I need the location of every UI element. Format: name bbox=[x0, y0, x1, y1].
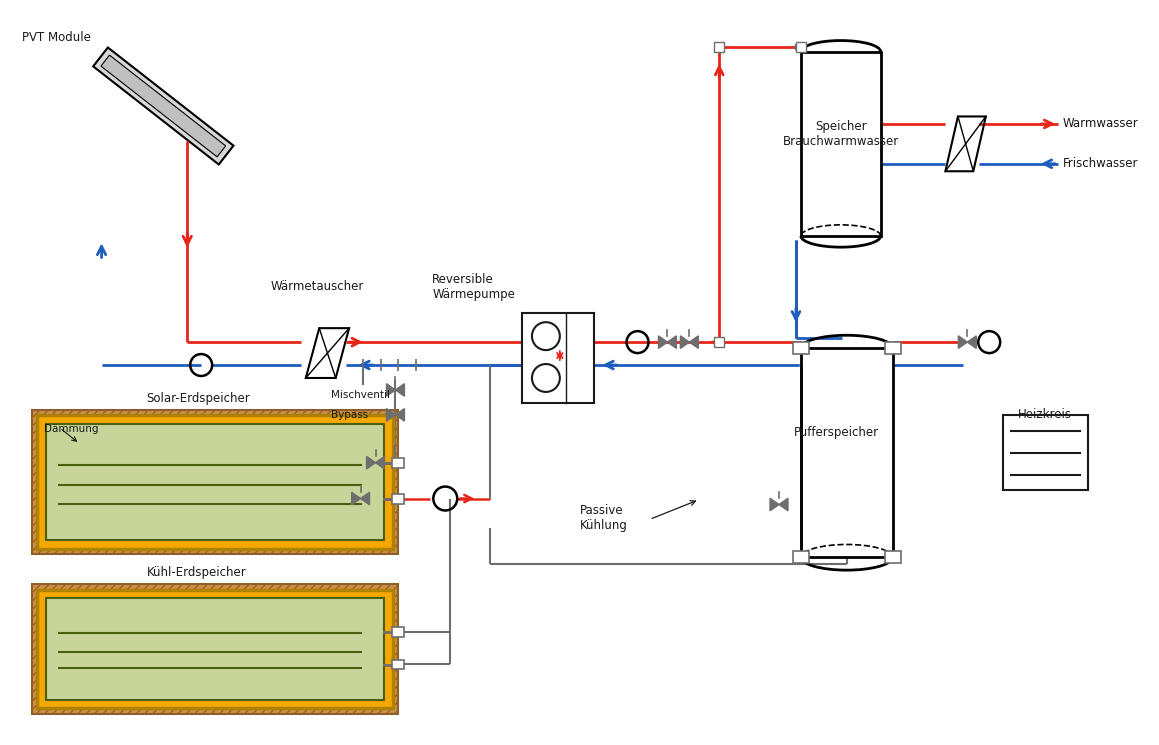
Polygon shape bbox=[680, 336, 690, 349]
Bar bbox=[801, 348, 892, 557]
Polygon shape bbox=[395, 408, 404, 421]
Bar bbox=[714, 42, 724, 52]
Text: Speicher
Brauchwarmwasser: Speicher Brauchwarmwasser bbox=[782, 120, 899, 148]
Polygon shape bbox=[395, 384, 404, 396]
Polygon shape bbox=[668, 336, 677, 349]
Text: Wärmetauscher: Wärmetauscher bbox=[271, 280, 364, 294]
Polygon shape bbox=[690, 336, 699, 349]
Bar bbox=[884, 551, 901, 563]
Polygon shape bbox=[958, 336, 968, 349]
Text: Kühl-Erdspeicher: Kühl-Erdspeicher bbox=[146, 566, 246, 580]
Text: PVT Module: PVT Module bbox=[22, 31, 90, 44]
Bar bbox=[522, 313, 593, 403]
Bar bbox=[37, 590, 393, 708]
Bar bbox=[1004, 415, 1088, 489]
Bar bbox=[796, 42, 806, 52]
Bar bbox=[31, 410, 399, 554]
Bar bbox=[45, 424, 385, 540]
Circle shape bbox=[532, 322, 560, 350]
Bar bbox=[393, 659, 404, 670]
Bar bbox=[93, 48, 233, 165]
Bar bbox=[101, 55, 226, 157]
Bar bbox=[793, 342, 809, 354]
Polygon shape bbox=[376, 457, 385, 469]
Bar bbox=[393, 495, 404, 504]
Text: Reversible
Wärmepumpe: Reversible Wärmepumpe bbox=[432, 273, 516, 301]
Bar bbox=[37, 416, 393, 549]
Bar bbox=[31, 410, 399, 554]
Bar bbox=[31, 584, 399, 714]
Circle shape bbox=[532, 364, 560, 392]
Text: Frischwasser: Frischwasser bbox=[1063, 157, 1138, 171]
Polygon shape bbox=[360, 492, 370, 505]
Text: Heizkreis: Heizkreis bbox=[1018, 408, 1072, 421]
Polygon shape bbox=[366, 457, 376, 469]
Text: Passive
Kühlung: Passive Kühlung bbox=[580, 504, 628, 533]
Polygon shape bbox=[779, 498, 788, 511]
Bar bbox=[884, 342, 901, 354]
Polygon shape bbox=[386, 408, 395, 421]
Polygon shape bbox=[351, 492, 360, 505]
Polygon shape bbox=[386, 384, 395, 396]
Text: Mischventil: Mischventil bbox=[330, 390, 389, 400]
Polygon shape bbox=[770, 498, 779, 511]
Polygon shape bbox=[658, 336, 668, 349]
Bar bbox=[793, 551, 809, 563]
Circle shape bbox=[795, 43, 803, 51]
Bar bbox=[31, 584, 399, 714]
Text: Solar-Erdspeicher: Solar-Erdspeicher bbox=[146, 392, 250, 405]
Bar bbox=[714, 337, 724, 347]
Text: Bypass: Bypass bbox=[330, 410, 367, 420]
Text: Pufferspeicher: Pufferspeicher bbox=[794, 426, 880, 440]
Bar bbox=[393, 458, 404, 469]
Bar bbox=[801, 51, 881, 236]
Bar bbox=[45, 598, 385, 700]
Bar bbox=[393, 627, 404, 637]
Polygon shape bbox=[968, 336, 976, 349]
Text: Dämmung: Dämmung bbox=[44, 424, 99, 434]
Text: Warmwasser: Warmwasser bbox=[1063, 118, 1138, 130]
